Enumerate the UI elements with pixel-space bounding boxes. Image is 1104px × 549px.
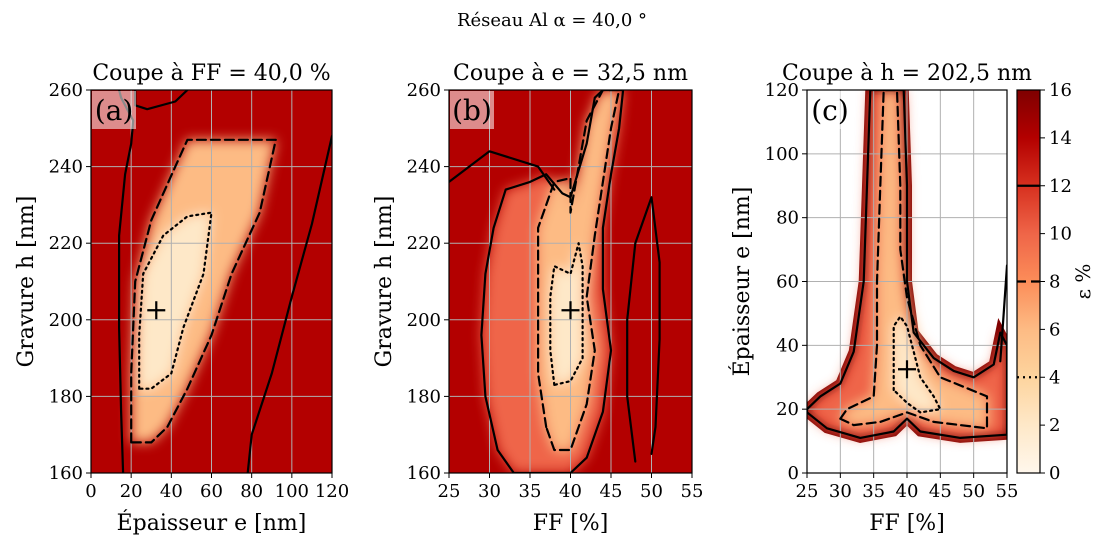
contour-line-12 [246, 134, 332, 473]
y-axis-label: Épaisseur e [nm] [728, 187, 755, 377]
colorbar-tick-label: 0 [1049, 463, 1060, 484]
x-tick-label: 45 [600, 481, 623, 502]
colorbar-label: ε % [1071, 264, 1095, 300]
x-tick-label: 45 [929, 481, 952, 502]
colorbar-tick-label: 16 [1049, 80, 1072, 101]
x-tick-label: 80 [240, 481, 263, 502]
x-tick-label: 40 [896, 481, 919, 502]
x-tick-label: 30 [829, 481, 852, 502]
contour-line-12 [449, 150, 556, 191]
panel-2: (b) 25 30 35 40 45 50 55 160 180 200 220 240 260 Coupe… [372, 61, 703, 536]
panel-1: (a) 0 20 40 60 80 100 120 160 180 200 220 240 260 Coup… [14, 61, 349, 536]
contour-line-12 [999, 264, 1007, 363]
y-tick-label: 180 [407, 386, 441, 407]
x-axis-label: Épaisseur e [nm] [117, 509, 307, 536]
x-tick-label: 50 [640, 481, 663, 502]
grid [449, 90, 692, 473]
optimum-marker [561, 301, 580, 320]
heatmap-field [807, 90, 1007, 473]
x-tick-label: 35 [519, 481, 542, 502]
y-tick-label: 260 [49, 80, 83, 101]
colorbar-tick-label: 14 [1049, 128, 1072, 149]
panel-tag: (a) [95, 94, 134, 127]
heatmap-field [449, 90, 692, 473]
x-tick-label: 60 [200, 481, 223, 502]
panel-tag-box [808, 91, 852, 129]
y-tick-label: 220 [49, 233, 83, 254]
colorbar-tick-label: 6 [1049, 319, 1060, 340]
y-tick-label: 80 [776, 208, 799, 229]
colorbar-tick-label: 10 [1049, 224, 1072, 245]
heatmap-field [91, 90, 332, 473]
panel-title: Coupe à FF = 40,0 % [92, 61, 330, 86]
heatmap-region-4 [139, 212, 212, 389]
x-tick-label: 40 [559, 481, 582, 502]
y-tick-label: 240 [407, 157, 441, 178]
y-axis-label: Gravure h [nm] [372, 196, 397, 368]
panel-tag-box [450, 91, 494, 129]
y-tick-label: 200 [49, 310, 83, 331]
x-tick-label: 20 [120, 481, 143, 502]
panel-tag-box [92, 91, 136, 129]
x-tick-label: 30 [478, 481, 501, 502]
y-tick-label: 40 [776, 335, 799, 356]
grid [91, 90, 332, 473]
colorbar: 0 2 4 6 8 10 12 14 16 ε % [1016, 80, 1095, 484]
x-tick-label: 25 [796, 481, 819, 502]
y-tick-label: 120 [765, 80, 799, 101]
contour-line-12 [480, 90, 625, 473]
contour-line-12 [626, 196, 661, 463]
optimum-marker [147, 301, 166, 320]
x-tick-label: 50 [962, 481, 985, 502]
y-tick-label: 260 [407, 80, 441, 101]
x-tick-label: 25 [438, 481, 461, 502]
x-tick-label: 35 [862, 481, 885, 502]
x-tick-label: 55 [996, 481, 1019, 502]
y-tick-label: 160 [407, 463, 441, 484]
x-tick-label: 55 [681, 481, 704, 502]
y-axis-label: Gravure h [nm] [14, 196, 39, 368]
panel-title: Coupe à h = 202,5 nm [782, 61, 1032, 86]
heatmap-region-4 [550, 243, 583, 385]
contour-line-4 [549, 242, 584, 386]
x-tick-label: 0 [85, 481, 96, 502]
panel-title: Coupe à e = 32,5 nm [453, 61, 688, 86]
y-tick-label: 180 [49, 386, 83, 407]
y-tick-label: 160 [49, 463, 83, 484]
x-tick-label: 40 [160, 481, 183, 502]
contour-line-12 [807, 90, 1007, 439]
y-tick-label: 240 [49, 157, 83, 178]
x-tick-label: 120 [315, 481, 349, 502]
y-tick-label: 220 [407, 233, 441, 254]
colorbar-tick-label: 4 [1049, 367, 1060, 388]
contour-line-8 [130, 138, 277, 444]
colorbar-tick-label: 2 [1049, 415, 1060, 436]
contour-line-8 [839, 90, 989, 430]
colorbar-tick-label: 12 [1049, 176, 1072, 197]
y-tick-label: 0 [788, 463, 799, 484]
y-tick-label: 200 [407, 310, 441, 331]
panel-tag: (b) [452, 94, 492, 127]
x-axis-label: FF [%] [533, 511, 609, 536]
y-tick-label: 60 [776, 272, 799, 293]
y-tick-label: 20 [776, 399, 799, 420]
colorbar-tick-label: 8 [1049, 272, 1060, 293]
figure-suptitle: Réseau Al α = 40,0 ° [457, 10, 647, 31]
contour-line-4 [892, 315, 942, 414]
optimum-marker [898, 360, 916, 379]
panels: (a)0 20 40 60 80 100 120160180200220240260Coup… [14, 61, 1032, 536]
x-tick-label: 100 [275, 481, 309, 502]
y-tick-label: 100 [765, 144, 799, 165]
panel-tag: (c) [811, 94, 849, 127]
x-axis-label: FF [%] [869, 511, 945, 536]
